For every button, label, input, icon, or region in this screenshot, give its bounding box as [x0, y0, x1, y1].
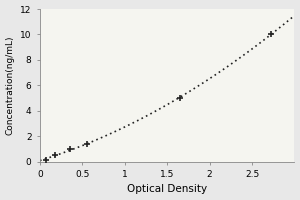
Y-axis label: Concentration(ng/mL): Concentration(ng/mL): [6, 36, 15, 135]
X-axis label: Optical Density: Optical Density: [127, 184, 207, 194]
